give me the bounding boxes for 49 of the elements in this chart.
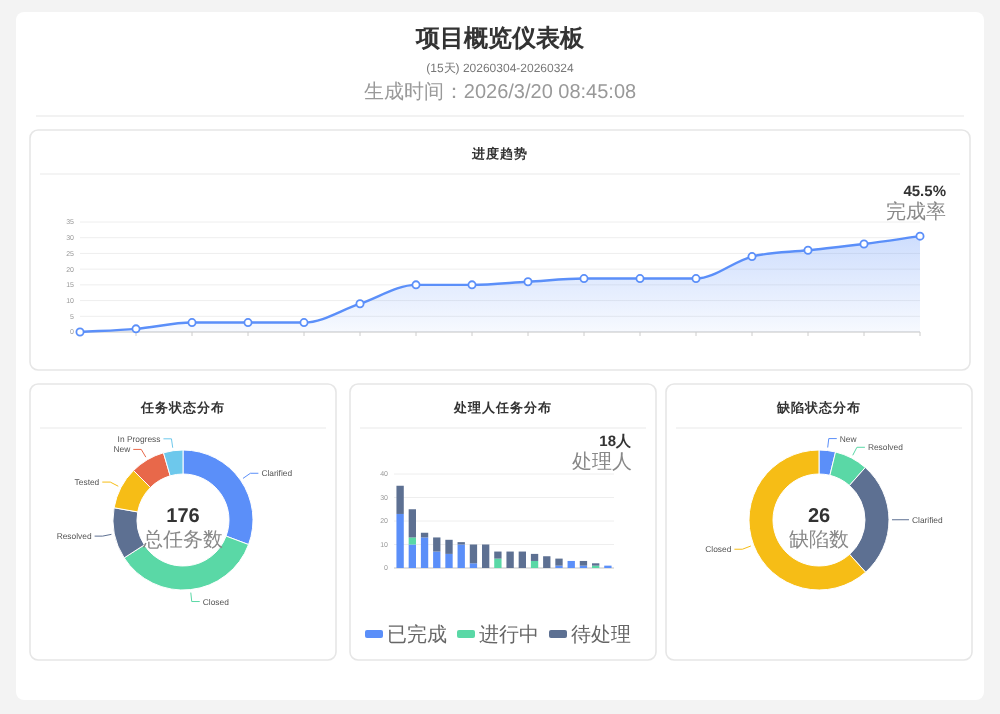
text: 缺陷数 xyxy=(789,528,849,552)
point xyxy=(803,245,813,255)
annotation: 处理人 xyxy=(572,450,632,474)
point xyxy=(915,231,925,241)
bar xyxy=(396,513,404,568)
legend-label: 待处理 xyxy=(571,623,631,647)
bar xyxy=(445,539,453,554)
bar xyxy=(482,544,490,568)
bar xyxy=(457,544,465,568)
point xyxy=(355,299,365,309)
text: 176 xyxy=(166,506,201,528)
point xyxy=(187,318,197,328)
bar xyxy=(518,551,526,568)
text: 生成时间：2026/3/20 08:45:08 xyxy=(363,80,638,104)
point xyxy=(523,277,533,287)
bar xyxy=(408,544,416,568)
bar xyxy=(530,560,539,568)
point xyxy=(467,280,477,290)
bar xyxy=(494,551,502,559)
point xyxy=(691,274,701,284)
point xyxy=(859,239,869,249)
bar xyxy=(408,509,416,538)
bar xyxy=(433,551,441,568)
point xyxy=(579,274,589,284)
point xyxy=(411,280,421,290)
point xyxy=(243,318,253,328)
bar xyxy=(396,485,404,514)
bar xyxy=(506,551,514,568)
text: 26 xyxy=(807,506,831,528)
annotation: 完成率 xyxy=(886,200,946,224)
bar xyxy=(445,553,453,568)
point xyxy=(131,324,141,334)
bar xyxy=(420,537,429,568)
text: 项目概览仪表板 xyxy=(414,24,586,52)
text: 总任务数 xyxy=(141,528,223,552)
bar xyxy=(494,558,502,568)
bar xyxy=(579,560,588,566)
bar xyxy=(567,560,575,568)
bar xyxy=(433,537,441,552)
bar xyxy=(530,553,539,561)
point xyxy=(299,318,309,328)
bar xyxy=(543,556,551,568)
bar xyxy=(555,558,563,566)
point xyxy=(635,274,645,284)
legend-label: 进行中 xyxy=(479,623,539,647)
bar xyxy=(469,544,478,564)
point xyxy=(747,252,757,262)
legend-label: 已完成 xyxy=(387,623,447,647)
bar xyxy=(408,537,416,545)
